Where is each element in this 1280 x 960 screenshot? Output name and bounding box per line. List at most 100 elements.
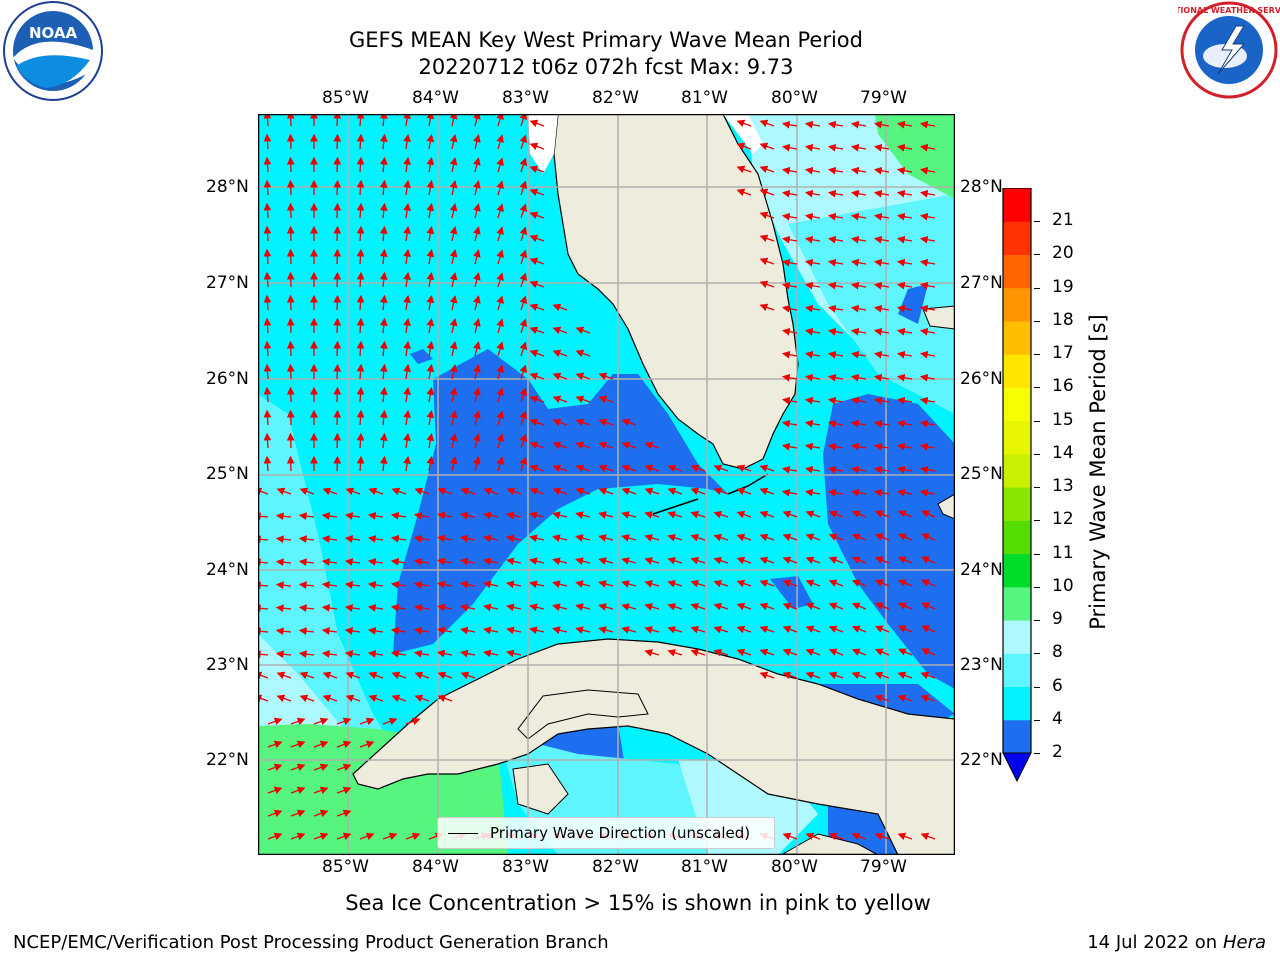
wave-direction-arrow (336, 809, 352, 818)
wave-direction-arrow (276, 694, 292, 703)
wave-direction-arrow (267, 740, 283, 749)
colorbar-tick-label: 15 (1052, 409, 1074, 430)
wave-direction-arrow (621, 603, 637, 611)
wave-direction-arrow (851, 556, 867, 564)
wave-direction-arrow (333, 432, 342, 449)
wave-direction-arrow (873, 120, 890, 129)
wave-direction-arrow (598, 626, 614, 634)
wave-direction-arrow (276, 487, 292, 496)
wave-direction-arrow (552, 418, 568, 427)
wave-direction-arrow (919, 327, 936, 336)
wave-direction-arrow (379, 317, 388, 334)
wave-direction-arrow (321, 627, 338, 635)
lon-label-bottom-83: 83°W (502, 857, 549, 877)
wave-direction-arrow (460, 649, 476, 658)
colorbar-tick-mark (1034, 653, 1040, 655)
wave-direction-arrow (827, 350, 844, 359)
wave-direction-arrow (426, 179, 435, 196)
wave-direction-arrow (263, 409, 272, 426)
map-gridlines (258, 114, 955, 855)
wave-direction-arrow (322, 694, 338, 703)
wave-direction-arrow (713, 533, 729, 542)
wave-direction-arrow (713, 648, 729, 657)
wave-direction-arrow (367, 581, 384, 589)
wave-direction-arrow (873, 488, 890, 497)
wave-direction-arrow (356, 409, 365, 426)
wave-direction-arrow (873, 143, 890, 152)
wave-direction-arrow (759, 510, 775, 519)
wave-direction-arrow (333, 114, 342, 127)
wave-direction-arrow (460, 603, 476, 612)
wave-direction-arrow (552, 395, 568, 404)
wave-direction-arrow (575, 395, 591, 404)
wave-direction-arrow (336, 832, 352, 841)
wave-direction-arrow (496, 341, 504, 357)
wave-direction-arrow (782, 510, 798, 519)
wave-direction-arrow (333, 363, 342, 380)
wave-direction-arrow (529, 580, 545, 589)
wave-direction-arrow (690, 625, 706, 634)
wave-direction-arrow (403, 156, 411, 173)
wave-direction-arrow (390, 649, 407, 658)
wave-direction-arrow (426, 317, 435, 334)
wave-direction-arrow (298, 627, 315, 636)
wave-direction-arrow (403, 133, 411, 150)
colorbar-tick-label: 16 (1052, 376, 1074, 397)
lat-label-right-25: 25°N (960, 464, 1003, 484)
wave-direction-arrow (298, 581, 315, 590)
wave-direction-arrow (828, 602, 844, 610)
wave-direction-arrow (359, 832, 375, 841)
wave-direction-arrow (827, 212, 844, 221)
wave-direction-arrow (263, 386, 272, 403)
wave-direction-arrow (873, 304, 890, 313)
wave-direction-arrow (344, 650, 361, 658)
lat-label-left-23: 23°N (206, 655, 249, 675)
wave-direction-arrow (621, 557, 637, 565)
wave-direction-arrow (390, 511, 407, 520)
wave-direction-arrow (920, 832, 936, 841)
wave-direction-arrow (713, 510, 729, 519)
colorbar-segment (1003, 487, 1031, 521)
lon-label-bottom-84: 84°W (412, 857, 459, 877)
wave-direction-arrow (460, 671, 476, 680)
wave-direction-arrow (896, 304, 913, 313)
wave-direction-arrow (356, 271, 365, 288)
wave-direction-arrow (390, 557, 407, 566)
wave-direction-arrow (896, 465, 913, 474)
wave-direction-arrow (426, 455, 435, 472)
wave-direction-arrow (496, 364, 504, 380)
wave-direction-arrow (644, 487, 660, 496)
wave-direction-arrow (263, 271, 272, 288)
wave-direction-arrow (258, 512, 269, 521)
wave-direction-arrow (506, 534, 522, 543)
colorbar-tick-label: 14 (1052, 442, 1074, 463)
footer-date-text: 14 Jul 2022 on (1087, 932, 1223, 953)
wave-direction-arrow (496, 456, 504, 472)
wave-direction-arrow (850, 373, 867, 382)
lat-label-left-24: 24°N (206, 560, 249, 580)
wave-direction-arrow (426, 225, 435, 242)
wave-direction-arrow (286, 294, 295, 311)
wave-direction-arrow (286, 225, 295, 242)
wave-direction-arrow (827, 281, 844, 290)
colorbar-tick-label: 19 (1052, 276, 1074, 297)
wave-direction-arrow (286, 386, 295, 403)
wave-direction-arrow (827, 304, 844, 313)
wave-direction-arrow (552, 487, 568, 496)
colorbar-segment (1003, 453, 1031, 488)
colorbar-tick-mark (1034, 254, 1040, 256)
wave-direction-arrow (286, 455, 295, 472)
wave-direction-arrow (379, 294, 388, 311)
wave-direction-arrow (873, 442, 890, 451)
wave-direction-arrow (921, 510, 936, 518)
wave-direction-arrow (437, 694, 453, 703)
wave-direction-arrow (333, 317, 342, 334)
wave-direction-arrow (782, 832, 798, 841)
wave-direction-arrow (379, 133, 388, 150)
wave-direction-arrow (667, 464, 683, 473)
wave-direction-arrow (804, 419, 821, 428)
wave-direction-arrow (873, 465, 890, 474)
wave-direction-arrow (529, 326, 545, 335)
wave-direction-arrow (519, 318, 528, 334)
wave-direction-arrow (850, 350, 867, 359)
